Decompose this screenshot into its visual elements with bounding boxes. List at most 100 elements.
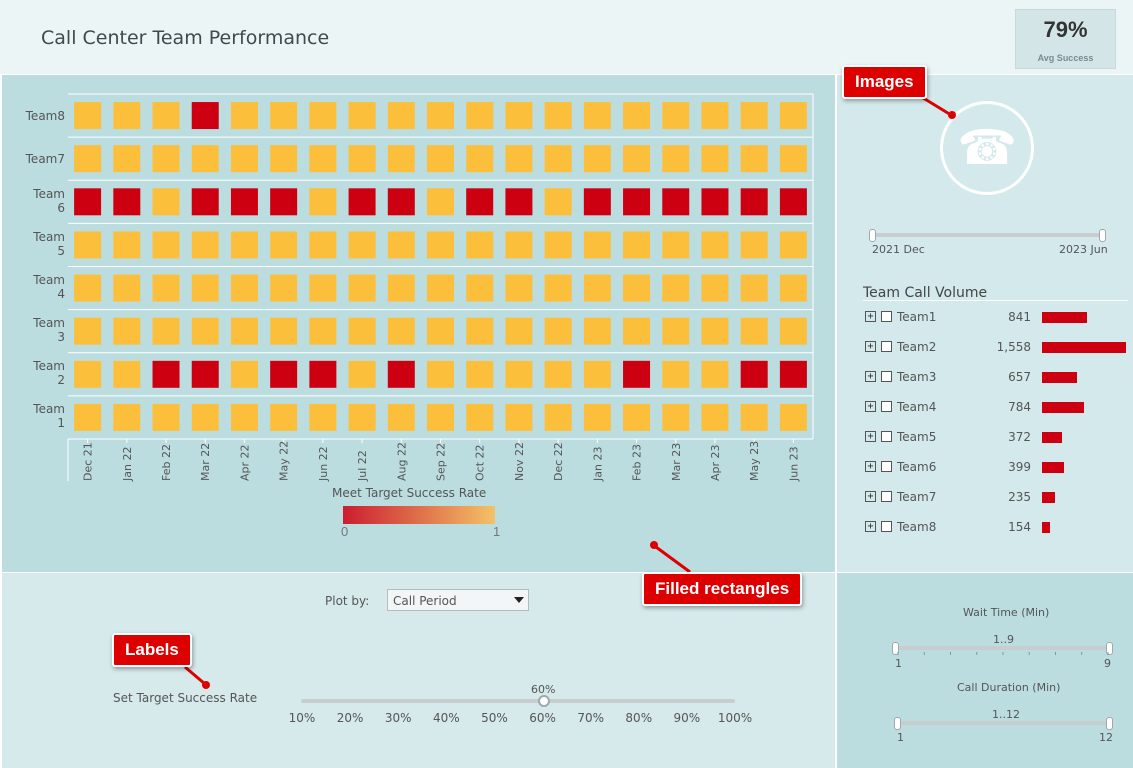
heatmap-cell[interactable] xyxy=(779,231,807,259)
heatmap-cell[interactable] xyxy=(466,274,494,302)
heatmap-cell[interactable] xyxy=(309,102,337,130)
heatmap-cell[interactable] xyxy=(466,145,494,173)
heatmap-cell[interactable] xyxy=(427,145,454,173)
heatmap-cell[interactable] xyxy=(113,102,141,130)
heatmap-cell[interactable] xyxy=(387,188,415,216)
team-checkbox[interactable] xyxy=(881,401,892,412)
heatmap-cell[interactable] xyxy=(74,317,102,345)
heatmap-cell[interactable] xyxy=(701,274,729,302)
heatmap-cell[interactable] xyxy=(583,102,611,130)
team-checkbox[interactable] xyxy=(881,521,892,532)
heatmap-cell[interactable] xyxy=(544,102,572,130)
heatmap-cell[interactable] xyxy=(583,360,611,388)
heatmap-cell[interactable] xyxy=(583,274,611,302)
expand-icon[interactable]: + xyxy=(865,431,876,442)
heatmap-cell[interactable] xyxy=(779,360,807,388)
heatmap-cell[interactable] xyxy=(427,274,454,302)
heatmap-cell[interactable] xyxy=(505,403,533,431)
heatmap-cell[interactable] xyxy=(348,403,376,431)
heatmap-cell[interactable] xyxy=(623,403,651,431)
plot-by-select[interactable]: Call Period xyxy=(387,589,529,611)
call-volume-row[interactable]: + Team4 784 xyxy=(863,399,1131,419)
heatmap-cell[interactable] xyxy=(387,360,415,388)
heatmap-cell[interactable] xyxy=(701,145,729,173)
date-range-end-handle[interactable] xyxy=(1099,229,1106,242)
heatmap-cell[interactable] xyxy=(466,317,494,345)
heatmap-cell[interactable] xyxy=(779,145,807,173)
heatmap-cell[interactable] xyxy=(623,102,651,130)
heatmap-cell[interactable] xyxy=(544,188,572,216)
heatmap-cell[interactable] xyxy=(348,102,376,130)
heatmap-cell[interactable] xyxy=(191,231,219,259)
heatmap-cell[interactable] xyxy=(583,145,611,173)
heatmap-cell[interactable] xyxy=(505,145,533,173)
target-rate-track[interactable] xyxy=(301,699,735,703)
heatmap-cell[interactable] xyxy=(779,403,807,431)
heatmap-cell[interactable] xyxy=(427,403,454,431)
heatmap-cell[interactable] xyxy=(270,403,298,431)
heatmap-cell[interactable] xyxy=(348,360,376,388)
heatmap-cell[interactable] xyxy=(191,360,219,388)
heatmap-cell[interactable] xyxy=(309,188,337,216)
heatmap-cell[interactable] xyxy=(387,317,415,345)
heatmap-cell[interactable] xyxy=(191,403,219,431)
heatmap-cell[interactable] xyxy=(583,231,611,259)
heatmap-cell[interactable] xyxy=(230,188,258,216)
heatmap-cell[interactable] xyxy=(152,360,180,388)
heatmap-cell[interactable] xyxy=(701,102,729,130)
heatmap-cell[interactable] xyxy=(505,317,533,345)
heatmap-cell[interactable] xyxy=(230,145,258,173)
team-checkbox[interactable] xyxy=(881,431,892,442)
heatmap-cell[interactable] xyxy=(505,188,533,216)
heatmap-cell[interactable] xyxy=(348,145,376,173)
heatmap-cell[interactable] xyxy=(270,145,298,173)
heatmap-cell[interactable] xyxy=(623,145,651,173)
heatmap-cell[interactable] xyxy=(387,102,415,130)
heatmap-cell[interactable] xyxy=(191,102,219,130)
heatmap-cell[interactable] xyxy=(230,317,258,345)
heatmap-cell[interactable] xyxy=(544,360,572,388)
heatmap-cell[interactable] xyxy=(662,274,690,302)
heatmap-cell[interactable] xyxy=(662,360,690,388)
heatmap-cell[interactable] xyxy=(505,102,533,130)
call-volume-row[interactable]: + Team5 372 xyxy=(863,429,1131,449)
expand-icon[interactable]: + xyxy=(865,491,876,502)
heatmap-cell[interactable] xyxy=(270,274,298,302)
call-duration-min-handle[interactable] xyxy=(894,717,901,730)
heatmap-cell[interactable] xyxy=(427,231,454,259)
heatmap-cell[interactable] xyxy=(740,360,768,388)
heatmap-cell[interactable] xyxy=(505,231,533,259)
heatmap-cell[interactable] xyxy=(623,188,651,216)
heatmap-cell[interactable] xyxy=(779,102,807,130)
heatmap-cell[interactable] xyxy=(113,403,141,431)
heatmap-cell[interactable] xyxy=(387,145,415,173)
heatmap-cell[interactable] xyxy=(309,231,337,259)
team-checkbox[interactable] xyxy=(881,461,892,472)
heatmap-cell[interactable] xyxy=(270,317,298,345)
heatmap-cell[interactable] xyxy=(740,145,768,173)
heatmap-cell[interactable] xyxy=(466,188,494,216)
heatmap-cell[interactable] xyxy=(427,317,454,345)
heatmap-cell[interactable] xyxy=(623,360,651,388)
heatmap-cell[interactable] xyxy=(230,231,258,259)
heatmap-cell[interactable] xyxy=(309,403,337,431)
heatmap-cell[interactable] xyxy=(348,317,376,345)
wait-time-track[interactable] xyxy=(895,646,1111,650)
heatmap-cell[interactable] xyxy=(466,360,494,388)
call-volume-row[interactable]: + Team7 235 xyxy=(863,489,1131,509)
heatmap-cell[interactable] xyxy=(387,274,415,302)
heatmap-cell[interactable] xyxy=(466,102,494,130)
heatmap-cell[interactable] xyxy=(270,102,298,130)
heatmap-cell[interactable] xyxy=(740,231,768,259)
heatmap-cell[interactable] xyxy=(191,274,219,302)
call-volume-row[interactable]: + Team2 1,558 xyxy=(863,339,1131,359)
heatmap-cell[interactable] xyxy=(74,102,102,130)
expand-icon[interactable]: + xyxy=(865,461,876,472)
date-range-start-handle[interactable] xyxy=(869,229,876,242)
heatmap-cell[interactable] xyxy=(152,403,180,431)
expand-icon[interactable]: + xyxy=(865,341,876,352)
heatmap-cell[interactable] xyxy=(152,188,180,216)
expand-icon[interactable]: + xyxy=(865,371,876,382)
heatmap-cell[interactable] xyxy=(348,274,376,302)
heatmap-cell[interactable] xyxy=(583,403,611,431)
